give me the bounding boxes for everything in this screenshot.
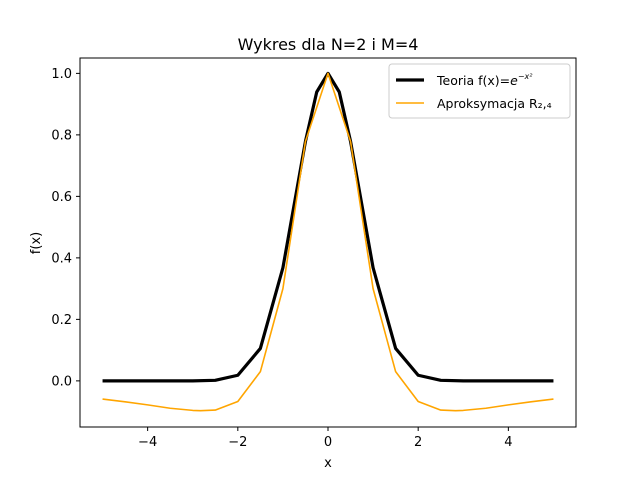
x-tick-label: 4 xyxy=(504,435,512,450)
x-tick-label: 2 xyxy=(414,435,422,450)
legend-teoria-prefix: Teoria f(x)= xyxy=(436,73,510,88)
legend: Teoria f(x)=e−x² Aproksymacja R₂,₄ xyxy=(388,63,571,119)
plot-lines xyxy=(102,71,554,412)
y-tick-label: 0.6 xyxy=(51,190,72,205)
y-tick-label: 0.8 xyxy=(51,128,72,143)
series-line-aproksymacja-r xyxy=(102,72,554,412)
x-tick-label: −4 xyxy=(138,435,157,450)
y-axis-ticks: 0.0 0.2 0.4 0.6 0.8 1.0 xyxy=(51,67,80,389)
x-tick-label: 0 xyxy=(324,435,332,450)
legend-label-teoria: Teoria f(x)=e−x² xyxy=(436,72,533,88)
y-tick-label: 1.0 xyxy=(51,67,72,82)
chart-title: Wykres dla N=2 i M=4 xyxy=(238,35,419,54)
x-axis-ticks: −4 −2 0 2 4 xyxy=(138,427,513,450)
legend-box xyxy=(388,63,571,119)
x-axis-label: x xyxy=(324,456,332,471)
x-tick-label: −2 xyxy=(228,435,247,450)
legend-label-aproksymacja: Aproksymacja R₂,₄ xyxy=(437,96,552,111)
legend-teoria-exponent: −x² xyxy=(518,72,533,81)
y-tick-label: 0.2 xyxy=(51,313,72,328)
legend-teoria-base: e xyxy=(510,73,518,88)
y-tick-label: 0.0 xyxy=(51,374,72,389)
y-axis-label: f(x) xyxy=(29,232,44,254)
y-tick-label: 0.4 xyxy=(51,251,72,266)
